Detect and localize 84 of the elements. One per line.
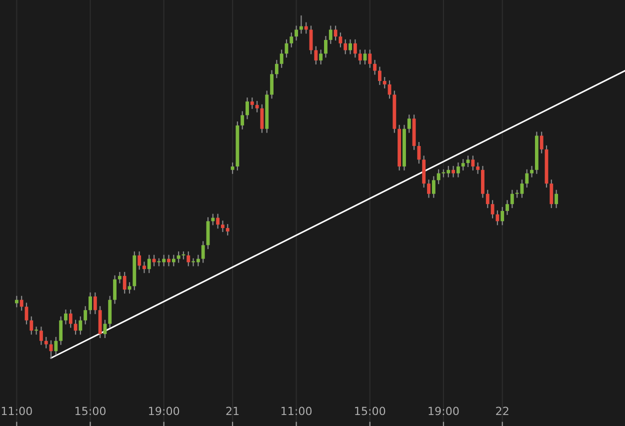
candlestick (201, 241, 205, 263)
candlestick (456, 162, 460, 178)
candlestick (74, 320, 78, 335)
x-tick-label: 11:00 (2, 406, 32, 416)
candlestick (496, 210, 500, 226)
candlestick (490, 200, 494, 218)
candlestick (324, 36, 328, 58)
candlestick (98, 306, 102, 338)
candlestick (122, 272, 126, 294)
candlestick (54, 336, 58, 356)
candlestick (334, 26, 338, 40)
candlestick (138, 251, 142, 270)
candlestick (78, 316, 82, 335)
candlestick (113, 275, 117, 304)
candlestick (382, 77, 386, 88)
candlestick (30, 316, 34, 335)
candlestick (44, 336, 48, 348)
candlestick (118, 272, 122, 284)
candlestick (270, 70, 274, 99)
candlestick (378, 66, 382, 85)
candlestick (344, 39, 348, 54)
candlestick (176, 251, 180, 263)
candlestick (142, 262, 146, 274)
candlestick (500, 206, 504, 226)
candlestick (358, 50, 362, 64)
candlestick (510, 190, 514, 208)
candlestick (427, 180, 430, 198)
candlestick (226, 224, 230, 236)
candlestick (486, 190, 490, 208)
x-tick-label: 19:00 (428, 406, 459, 416)
candlestick (280, 50, 284, 68)
candlestick (221, 220, 224, 232)
candlestick (461, 159, 465, 170)
candlestick (530, 166, 534, 178)
candlestick (373, 60, 377, 75)
candlestick (314, 46, 318, 64)
candlestick (407, 114, 411, 133)
candlestick (348, 39, 352, 54)
candlestick (147, 254, 151, 274)
candlestick (274, 60, 278, 78)
candlestick (550, 180, 554, 208)
candlestick (108, 296, 112, 328)
x-tick-label: 15:00 (75, 406, 106, 416)
candlestick (246, 98, 249, 120)
candlestick (554, 190, 558, 208)
x-tick-label: 15:00 (355, 406, 386, 416)
candlestick (93, 292, 97, 314)
candlestick (328, 26, 332, 44)
candlestick (368, 50, 372, 68)
candlestick (476, 162, 480, 174)
candlestick (422, 156, 426, 188)
candlestick (540, 132, 544, 154)
candlestick (20, 296, 24, 311)
candlestick (14, 296, 18, 308)
candlestick (481, 166, 484, 198)
candlestick (88, 292, 92, 314)
candlestick (59, 316, 63, 345)
candlestick (525, 169, 529, 188)
candlestick (230, 162, 234, 174)
candlestick (186, 251, 190, 266)
candlestick (353, 39, 357, 58)
x-tick-label: 22 (496, 406, 508, 415)
candlestick (432, 176, 436, 198)
x-tick-label: 11:00 (282, 406, 312, 416)
candlestick (39, 326, 43, 345)
candlestick (68, 310, 72, 328)
candlestick (471, 156, 475, 170)
candlestick (216, 214, 220, 229)
candlestick (436, 169, 440, 184)
candlestick (34, 326, 38, 335)
candlestick (319, 50, 323, 64)
candlestick (64, 310, 68, 324)
candlestick (294, 26, 298, 40)
candlestick (338, 32, 342, 48)
candlestick (290, 32, 294, 48)
candlestick (417, 142, 421, 164)
candlestick (84, 306, 88, 324)
x-tick-label: 19:00 (149, 406, 180, 416)
candlestick (506, 200, 509, 215)
candlestick (250, 98, 254, 109)
candlestick (240, 111, 244, 130)
candlestick (452, 166, 456, 178)
candlestick (255, 100, 259, 112)
x-tick-label: 21 (226, 406, 239, 415)
